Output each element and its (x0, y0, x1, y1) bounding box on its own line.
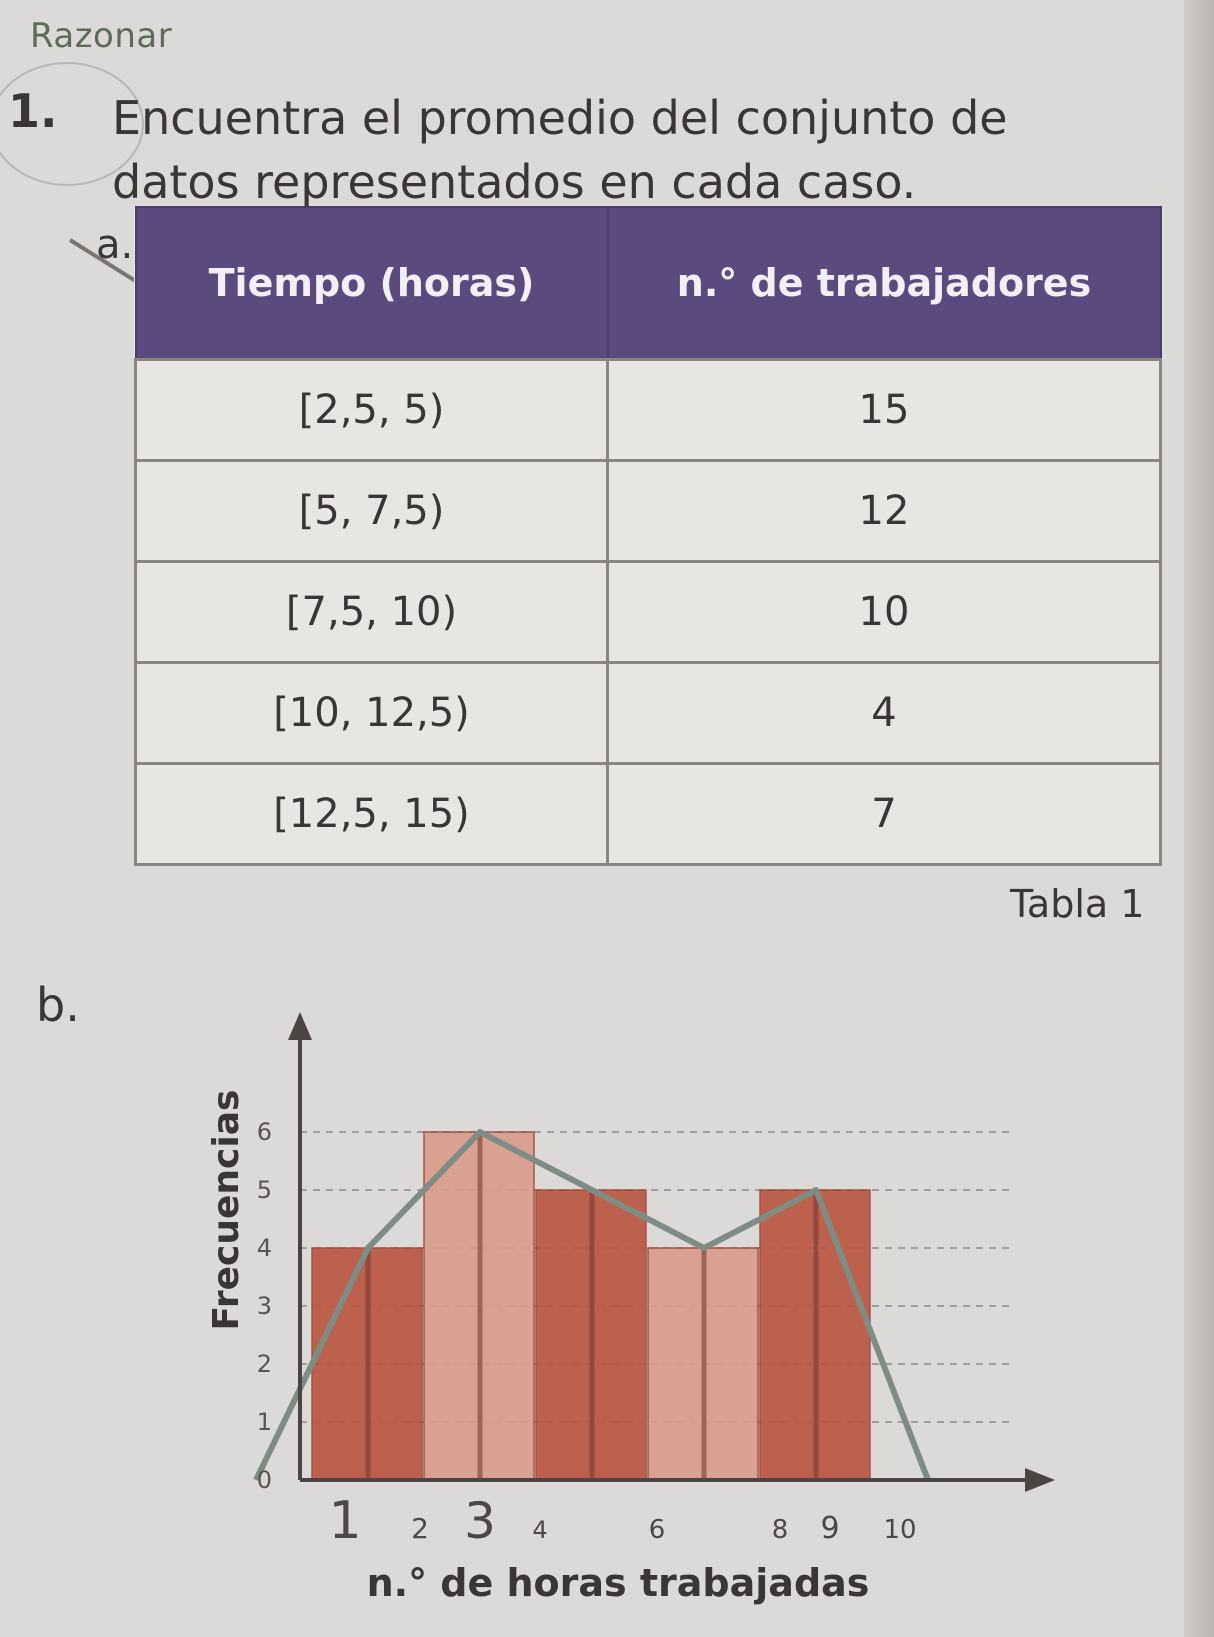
y-tick-label: 4 (257, 1234, 272, 1262)
part-a-label: a. (96, 222, 134, 268)
table-cell-count: 10 (606, 560, 1162, 664)
x-tick-label: 6 (649, 1515, 666, 1545)
page-edge (1184, 0, 1214, 1637)
table-header-time: Tiempo (horas) (134, 206, 609, 361)
y-tick-label: 6 (257, 1118, 272, 1146)
table-caption: Tabla 1 (1010, 882, 1145, 926)
x-axis-label: n.° de horas trabajadas (367, 1561, 870, 1605)
y-axis-arrow (288, 1012, 312, 1040)
frequency-table: Tiempo (horas) n.° de trabajadores [2,5,… (134, 206, 1162, 866)
x-tick-label: 2 (411, 1512, 429, 1545)
table-cell-interval: [7,5, 10) (134, 560, 609, 664)
section-label: Razonar (30, 16, 173, 56)
table-cell-interval: [5, 7,5) (134, 459, 609, 563)
y-axis-label: Frecuencias (206, 1090, 247, 1331)
x-tick-label: 8 (772, 1515, 789, 1545)
y-tick-label: 2 (257, 1350, 272, 1378)
table-row: [7,5, 10) 10 (134, 560, 1162, 664)
table-cell-interval: [10, 12,5) (134, 661, 609, 765)
x-tick-label: 4 (532, 1516, 547, 1544)
part-b-label: b. (36, 978, 80, 1032)
x-tick-label: 10 (883, 1515, 916, 1545)
table-header-workers: n.° de trabajadores (606, 206, 1162, 361)
x-axis-arrow (1025, 1468, 1055, 1492)
table-cell-interval: [2,5, 5) (134, 358, 609, 462)
table-row: [5, 7,5) 12 (134, 459, 1162, 563)
table-cell-count: 12 (606, 459, 1162, 563)
x-tick-label: 9 (820, 1511, 839, 1546)
y-tick-label: 1 (257, 1408, 272, 1436)
table-row: [10, 12,5) 4 (134, 661, 1162, 765)
table-row: [12,5, 15) 7 (134, 762, 1162, 866)
table-cell-interval: [12,5, 15) (134, 762, 609, 866)
table-cell-count: 15 (606, 358, 1162, 462)
x-tick-label: 3 (464, 1492, 496, 1550)
table-row: [2,5, 5) 15 (134, 358, 1162, 462)
y-tick-label: 0 (257, 1466, 272, 1494)
problem-number: 1. (8, 84, 58, 138)
y-tick-label: 3 (257, 1292, 272, 1320)
table-cell-count: 4 (606, 661, 1162, 765)
frequency-polygon (253, 1129, 931, 1482)
problem-number-circle (0, 62, 144, 186)
table-cell-count: 7 (606, 762, 1162, 866)
problem-statement: Encuentra el promedio del conjunto de da… (112, 91, 1008, 209)
x-tick-label: 1 (328, 1491, 361, 1551)
y-tick-label: 5 (257, 1176, 272, 1204)
